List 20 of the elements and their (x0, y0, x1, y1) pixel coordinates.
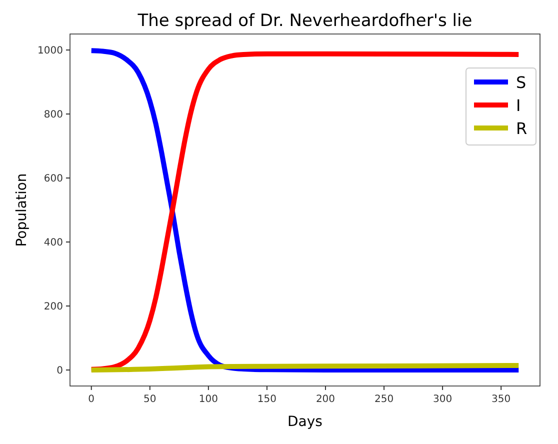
x-tick-label: 150 (257, 394, 276, 405)
legend-label: I (516, 96, 521, 115)
x-tick-label: 300 (433, 394, 452, 405)
x-axis-title: Days (288, 414, 322, 430)
legend-label: R (516, 119, 528, 138)
y-tick-label: 200 (44, 302, 63, 312)
x-tick-label: 200 (316, 394, 336, 405)
x-tick-label: 350 (492, 394, 511, 405)
x-tick-label: 50 (144, 394, 156, 405)
y-tick-label: 400 (44, 238, 63, 248)
x-tick-label: 0 (88, 394, 95, 405)
chart-title: The spread of Dr. Neverheardofher's lie (136, 11, 472, 31)
y-axis-title: Population (14, 173, 30, 247)
legend-label: S (516, 73, 526, 92)
y-tick-label: 0 (56, 366, 63, 376)
y-tick-label: 600 (44, 174, 63, 184)
x-tick-label: 100 (198, 394, 218, 405)
y-tick-label: 800 (44, 110, 63, 120)
x-tick-label: 250 (374, 394, 394, 405)
y-tick-label: 1000 (38, 46, 63, 56)
